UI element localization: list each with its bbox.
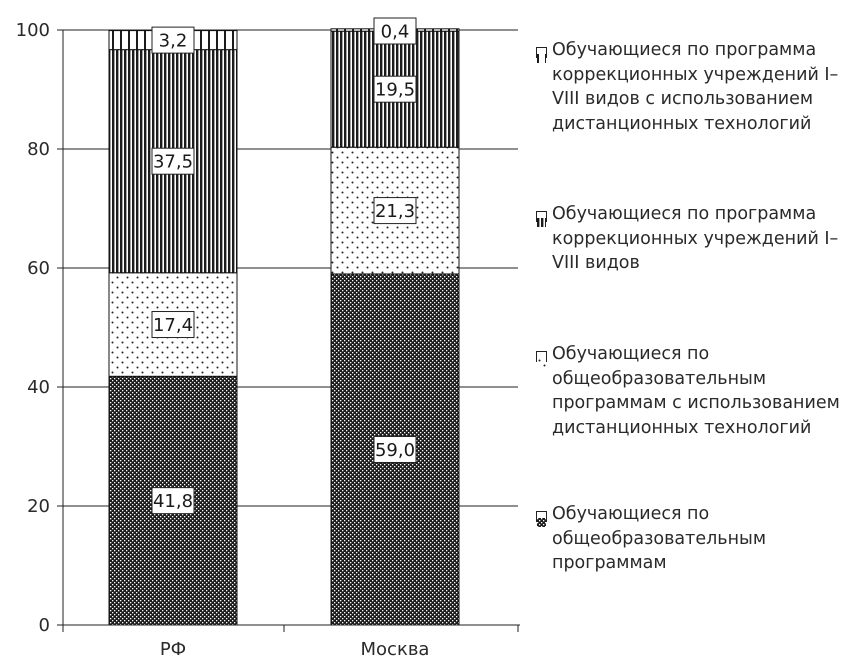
- y-tick-label: 0: [39, 615, 50, 636]
- legend-swatch-sparse-dots: [536, 351, 547, 367]
- x-category-label: Москва: [361, 639, 430, 660]
- data-label: 17,4: [153, 315, 193, 336]
- data-label: 19,5: [375, 80, 415, 101]
- data-label-box: [373, 75, 417, 103]
- y-tick-label: 80: [27, 139, 50, 160]
- data-label: 37,5: [153, 152, 193, 173]
- legend-item-correctional: Обучающиеся по программа коррекционных у…: [536, 202, 844, 276]
- legend-label: Обучающиеся по программа коррекционных у…: [552, 40, 839, 134]
- data-label-box: [373, 435, 417, 463]
- legend-label: Обучающиеся по программа коррекционных у…: [552, 204, 839, 273]
- x-category-label: РФ: [160, 639, 186, 660]
- legend-label: Обучающиеся по общеобразовательным прогр…: [552, 504, 767, 573]
- data-label: 59,0: [375, 440, 415, 461]
- data-label-box: [151, 26, 195, 54]
- data-label: 0,4: [381, 22, 410, 43]
- legend-swatch-dense-dots: [536, 511, 547, 527]
- y-tick-label: 100: [16, 20, 50, 41]
- data-label: 3,2: [159, 31, 188, 52]
- y-tick-label: 20: [27, 496, 50, 517]
- data-label-box: [373, 197, 417, 225]
- data-label-box: [151, 311, 195, 339]
- data-label-box: [151, 487, 195, 515]
- legend-item-general-distance: Обучающиеся по общеобразовательным прогр…: [536, 342, 844, 440]
- legend-item-correctional-distance: Обучающиеся по программа коррекционных у…: [536, 38, 844, 136]
- data-label: 21,3: [375, 201, 415, 222]
- legend-item-general: Обучающиеся по общеобразовательным прогр…: [536, 502, 844, 576]
- y-tick-label: 60: [27, 258, 50, 279]
- y-tick-label: 40: [27, 377, 50, 398]
- data-label: 41,8: [153, 491, 193, 512]
- legend-swatch-vertical-stripes: [536, 47, 547, 63]
- legend-label: Обучающиеся по общеобразовательным прогр…: [552, 344, 840, 438]
- data-label-box: [151, 147, 195, 175]
- legend-swatch-dense-vertical-stripes: [536, 211, 547, 227]
- stacked-bar-chart: 0 20 40 60 80 100 РФ Москва 41,8 17,4 37,5 3,2 59,0…: [16, 17, 520, 660]
- data-label-box: [373, 17, 417, 45]
